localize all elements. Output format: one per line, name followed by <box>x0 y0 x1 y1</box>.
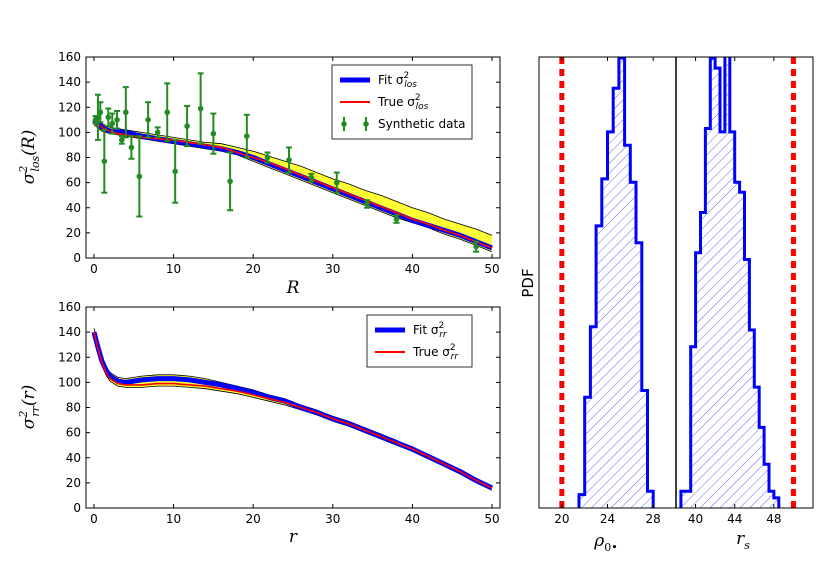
y-tick-label: 140 <box>58 325 81 339</box>
histogram-outline <box>679 57 781 508</box>
data-point <box>308 174 315 181</box>
histogram-outline <box>577 57 655 508</box>
data-point <box>172 168 178 175</box>
legend-box <box>366 314 473 368</box>
data-point <box>154 129 161 136</box>
x-tick-label: 48 <box>766 512 781 526</box>
legend-label: Fit σ2 rr <box>413 321 448 340</box>
y-tick-label: 120 <box>58 100 81 114</box>
y-tick-label: 100 <box>58 375 81 389</box>
x-tick-label: 30 <box>325 512 340 526</box>
data-point <box>197 105 204 112</box>
data-point <box>119 137 125 143</box>
data-point <box>128 144 135 151</box>
fit-line <box>92 117 493 251</box>
legend-swatch <box>341 121 347 127</box>
x-tick-label: 0 <box>90 262 98 276</box>
data-point <box>393 216 400 222</box>
y-tick-label: 160 <box>58 50 81 64</box>
x-tick-label: 40 <box>405 262 420 276</box>
y-tick-label: 40 <box>66 201 81 215</box>
data-point <box>210 130 217 137</box>
rr-dispersion-plot <box>91 328 494 491</box>
histogram-fill <box>579 58 654 508</box>
y-tick-label: 160 <box>58 300 81 314</box>
histogram-fill <box>680 57 779 508</box>
x-axis-label: ρ0• <box>593 531 618 554</box>
y-tick-label: 140 <box>58 75 81 89</box>
los-plot-axes: 0 10 20 30 40 50 0 20 40 60 80 100 120 140 160 Fit σ2 lo… <box>17 50 501 298</box>
y-tick-label: 100 <box>58 125 81 139</box>
x-tick-label: 28 <box>646 512 661 526</box>
true-line <box>93 331 493 489</box>
data-point <box>164 109 171 116</box>
y-tick-label: 0 <box>73 251 81 265</box>
x-axis-label: R <box>286 278 300 298</box>
x-tick-label: 50 <box>484 262 499 276</box>
x-tick-label: 40 <box>688 512 703 526</box>
y-tick-label: 120 <box>58 350 81 364</box>
legend-label: True σ2 los <box>377 93 429 112</box>
data-point <box>105 114 112 121</box>
histogram-axes: 20 24 28 40 44 48 PDF ρ0• rs <box>519 56 814 554</box>
los-dispersion-plot <box>92 72 493 253</box>
data-point <box>97 109 104 116</box>
y-tick-label: 80 <box>66 151 81 165</box>
data-point <box>145 117 151 123</box>
x-tick-label: 10 <box>166 512 181 526</box>
y-tick-label: 0 <box>73 501 81 515</box>
data-point <box>123 109 129 116</box>
data-point <box>184 123 190 129</box>
data-point <box>286 157 292 163</box>
x-tick-label: 30 <box>325 262 340 276</box>
x-tick-label: 20 <box>246 512 261 526</box>
rs-histogram <box>679 57 796 508</box>
x-tick-label: 20 <box>554 512 569 526</box>
y-tick-label: 60 <box>66 176 81 190</box>
y-tick-label: 20 <box>66 226 81 240</box>
data-point <box>333 179 340 186</box>
legend-label: Synthetic data <box>378 117 466 131</box>
x-tick-label: 44 <box>727 512 742 526</box>
data-point <box>264 154 271 161</box>
y-tick-label: 60 <box>66 426 81 440</box>
band-upper-edge <box>93 116 493 236</box>
x-axis-label: rs <box>736 529 750 552</box>
data-point <box>136 173 143 180</box>
data-point <box>114 117 120 123</box>
y-axis-label: σ2los(R) <box>17 130 42 184</box>
y-tick-label: 80 <box>66 401 81 415</box>
x-tick-label: 20 <box>246 262 261 276</box>
rho0-histogram <box>559 57 655 508</box>
y-tick-label: 40 <box>66 451 81 465</box>
x-tick-label: 50 <box>484 512 499 526</box>
legend-label: Fit σ2 los <box>378 71 417 90</box>
data-point <box>244 133 250 139</box>
x-tick-label: 24 <box>600 512 615 526</box>
y-tick-label: 20 <box>66 476 81 490</box>
x-axis-label: r <box>289 527 298 547</box>
legend-label: True σ2 rr <box>412 343 459 362</box>
band-lower-edge <box>93 124 493 253</box>
x-tick-label: 0 <box>90 512 98 526</box>
x-tick-label: 10 <box>166 262 181 276</box>
data-point <box>109 120 116 127</box>
y-axis-label: σ2rr(r) <box>17 385 42 430</box>
data-point <box>227 178 233 185</box>
x-tick-label: 40 <box>405 512 420 526</box>
legend-swatch <box>363 121 369 127</box>
data-point <box>364 201 370 207</box>
data-point <box>101 158 108 165</box>
data-point <box>473 243 479 250</box>
y-axis-label: PDF <box>519 268 537 297</box>
rr-plot-axes: 0 10 20 30 40 50 0 20 40 60 80 100 120 140 160 Fit σ2 rr… <box>17 300 501 547</box>
